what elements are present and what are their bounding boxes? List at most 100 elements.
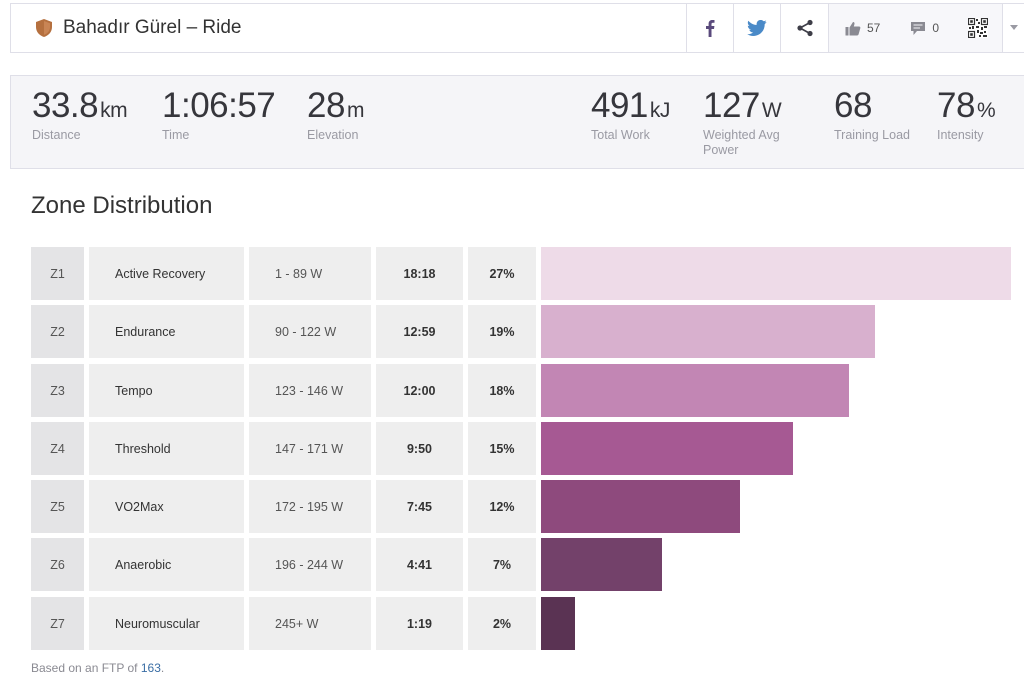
stat-total-work: 491kJ Total Work [591, 88, 691, 143]
ftp-note: Based on an FTP of 163. [31, 661, 164, 675]
zone-name: VO2Max [89, 480, 244, 533]
zone-row: Z6 Anaerobic 196 - 244 W 4:41 7% [31, 538, 1024, 591]
stat-total-work-value: 491 [591, 86, 648, 125]
zone-power-range: 196 - 244 W [249, 538, 371, 591]
kudos-count: 57 [867, 21, 881, 35]
stat-elevation: 28m Elevation [307, 88, 407, 143]
zone-percentage: 27% [468, 247, 536, 300]
share-button[interactable] [780, 4, 828, 52]
stat-distance: 33.8km Distance [32, 88, 132, 143]
zone-bar [541, 305, 875, 358]
qr-code-icon [968, 18, 988, 38]
zone-bar [541, 480, 740, 533]
stat-intensity-unit: % [976, 99, 996, 122]
stat-weighted-power-label: Weighted Avg Power [703, 128, 780, 157]
stat-intensity: 78% Intensity [937, 88, 1024, 143]
stat-distance-label: Distance [32, 128, 81, 142]
zone-time: 4:41 [376, 538, 463, 591]
zone-percentage: 2% [468, 597, 536, 650]
facebook-share-button[interactable] [686, 4, 733, 52]
zone-percentage: 18% [468, 364, 536, 417]
zone-time: 12:59 [376, 305, 463, 358]
zone-row: Z2 Endurance 90 - 122 W 12:59 19% [31, 305, 1024, 358]
zone-bar [541, 597, 575, 650]
zone-id: Z3 [31, 364, 84, 417]
stat-intensity-label: Intensity [937, 128, 984, 142]
ftp-note-suffix: . [160, 661, 165, 675]
twitter-share-button[interactable] [733, 4, 780, 52]
comment-icon [911, 21, 926, 35]
zone-power-range: 245+ W [249, 597, 371, 650]
stat-time-value: 1:06:57 [162, 86, 276, 125]
zone-percentage: 7% [468, 538, 536, 591]
zone-power-range: 123 - 146 W [249, 364, 371, 417]
zone-name: Neuromuscular [89, 597, 244, 650]
zone-id: Z6 [31, 538, 84, 591]
zone-time: 12:00 [376, 364, 463, 417]
zone-name: Tempo [89, 364, 244, 417]
zone-power-range: 90 - 122 W [249, 305, 371, 358]
zone-time: 9:50 [376, 422, 463, 475]
comments-count: 0 [932, 21, 940, 35]
zone-row: Z7 Neuromuscular 245+ W 1:19 2% [31, 597, 1024, 650]
kudos-button[interactable]: 57 [845, 21, 880, 36]
activity-header: Bahadır Gürel – Ride 57 [10, 3, 1024, 53]
zone-bar [541, 538, 662, 591]
zone-time: 1:19 [376, 597, 463, 650]
zone-name: Endurance [89, 305, 244, 358]
stat-elevation-label: Elevation [307, 128, 359, 142]
zone-id: Z5 [31, 480, 84, 533]
qr-code-button[interactable] [968, 18, 988, 38]
zone-id: Z4 [31, 422, 84, 475]
stat-weighted-power-unit: W [761, 99, 782, 122]
chevron-down-icon [1010, 25, 1018, 30]
zone-bar [541, 247, 1011, 300]
athlete-title-group: Bahadır Gürel – Ride [35, 17, 242, 39]
share-icon [796, 19, 813, 37]
more-options-button[interactable] [1002, 4, 1024, 52]
comments-button[interactable]: 0 [910, 21, 939, 36]
thumbs-up-icon [845, 21, 861, 35]
stat-training-load-value: 68 [834, 86, 872, 125]
activity-stats-bar: 33.8km Distance 1:06:57 Time 28m Elevati… [10, 75, 1024, 169]
kudos-comments-group: 57 0 [828, 4, 1002, 52]
zone-row: Z5 VO2Max 172 - 195 W 7:45 12% [31, 480, 1024, 533]
zone-id: Z1 [31, 247, 84, 300]
stat-training-load-label: Training Load [834, 128, 910, 142]
zone-id: Z2 [31, 305, 84, 358]
zone-row: Z3 Tempo 123 - 146 W 12:00 18% [31, 364, 1024, 417]
shield-badge-icon [36, 19, 52, 37]
zone-percentage: 19% [468, 305, 536, 358]
facebook-icon [706, 20, 715, 37]
zone-percentage: 15% [468, 422, 536, 475]
zone-distribution-title: Zone Distribution [31, 192, 213, 219]
stat-training-load: 68 Training Load [834, 88, 934, 143]
zone-power-range: 147 - 171 W [249, 422, 371, 475]
zone-row: Z4 Threshold 147 - 171 W 9:50 15% [31, 422, 1024, 475]
stat-total-work-unit: kJ [649, 99, 671, 122]
stat-elevation-unit: m [346, 99, 365, 122]
ftp-value-link[interactable]: 163 [140, 661, 161, 675]
zone-id: Z7 [31, 597, 84, 650]
zone-name: Active Recovery [89, 247, 244, 300]
stat-distance-unit: km [100, 99, 128, 122]
stat-time: 1:06:57 Time [162, 86, 276, 143]
activity-title: Bahadır Gürel – Ride [63, 17, 242, 38]
ftp-note-prefix: Based on an FTP of [31, 661, 138, 675]
stat-total-work-label: Total Work [591, 128, 650, 142]
twitter-icon [747, 19, 767, 36]
zone-bar [541, 364, 849, 417]
zone-percentage: 12% [468, 480, 536, 533]
zone-name: Anaerobic [89, 538, 244, 591]
stat-distance-value: 33.8 [32, 86, 99, 125]
zone-time: 18:18 [376, 247, 463, 300]
zone-row: Z1 Active Recovery 1 - 89 W 18:18 27% [31, 247, 1024, 300]
stat-elevation-value: 28 [307, 86, 345, 125]
zone-power-range: 1 - 89 W [249, 247, 371, 300]
stat-intensity-value: 78 [937, 86, 975, 125]
zone-power-range: 172 - 195 W [249, 480, 371, 533]
stat-weighted-power-value: 127 [703, 86, 760, 125]
zone-time: 7:45 [376, 480, 463, 533]
stat-weighted-power: 127W Weighted Avg Power [703, 88, 793, 158]
stat-time-label: Time [162, 128, 190, 142]
